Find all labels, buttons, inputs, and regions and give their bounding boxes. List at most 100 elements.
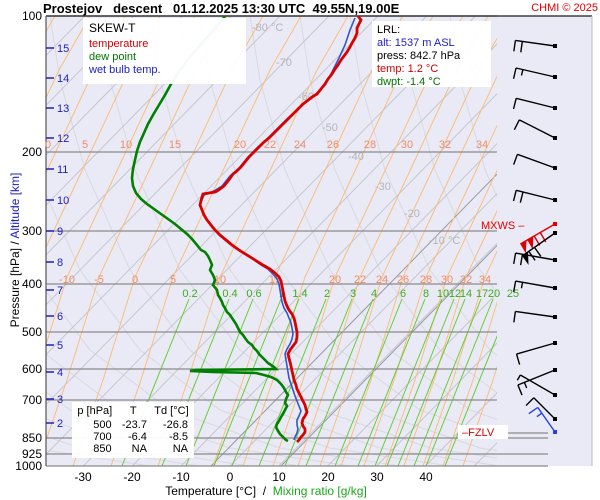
wind-barb [512,67,557,79]
mixing-ratio-label: 0.4 [222,288,237,300]
wind-barb [512,153,557,170]
temperature-tick-label: -30 [74,470,92,484]
x-axis-title-temperature: Temperature [°C] [165,484,257,498]
altitude-tick-label: 8 [57,257,63,269]
mixing-ratio-label: 12 [449,288,461,300]
wind-barb [513,39,557,53]
altitude-tick-label: 6 [57,311,63,323]
mixing-ratio-label: 20 [488,288,500,300]
legend-heading: SKEW-T [89,21,136,35]
adiabat-label-200hpa: 26 [327,139,339,151]
wind-barb [513,119,557,140]
pressure-tick-label: 850 [22,431,42,445]
adiabat-label-200hpa: 22 [264,139,276,151]
table-header-pressure: p [hPa] [77,405,113,417]
x-axis-title-mixing-ratio: Mixing ratio [g/kg] [272,484,367,498]
cell-td-700: -8.5 [169,431,188,443]
y-axis-title-pressure: Pressure [hPa] [8,248,22,328]
legend-box: SKEW-T temperature dew point wet bulb te… [83,18,246,84]
table-row: 500 -23.7 -26.8 [74,419,192,431]
adiabat-label-400hpa: 22 [354,274,366,286]
adiabat-label-400hpa: 28 [420,274,432,286]
wind-barb [512,189,557,203]
pressure-tick-label: 925 [22,447,42,461]
wind-barb [513,280,557,293]
mixing-ratio-label: 1 [279,288,285,300]
adiabat-label-400hpa: 30 [441,274,453,286]
pressure-tick-label: 1000 [15,459,42,473]
wind-barb [525,397,557,421]
temperature-tick-label: 20 [321,470,335,484]
table-row: 850 NA NA [74,443,192,455]
altitude-tick-label: 3 [57,394,63,406]
adiabat-label-400hpa: 0 [132,274,138,286]
adiabat-label-400hpa: 24 [376,274,388,286]
mixing-ratio-label: 2 [324,288,330,300]
lrl-temperature: temp: 1.2 °C [377,63,439,75]
isotherm-label: -40 [348,151,364,163]
temperature-tick-label: -10 [172,470,190,484]
altitude-tick-label: 14 [57,73,69,85]
altitude-tick-label: 15 [57,43,69,55]
pressure-tick-label: 600 [22,362,42,376]
isotherm-label: -80 °C [252,22,283,34]
altitude-tick-label: 7 [57,285,63,297]
adiabat-label-200hpa: 15 [169,139,181,151]
adiabat-label-400hpa: 26 [397,274,409,286]
cell-t-500: -23.7 [121,419,147,431]
adiabat-label-400hpa: 20 [329,274,341,286]
table-header-temp: T [129,405,137,417]
cell-td-850: NA [172,443,188,455]
fzlv-marker-label: –FZLV [462,427,495,439]
lrl-dewpoint: dwpt: -1.4 °C [377,76,441,88]
adiabat-label-400hpa: 34 [479,274,491,286]
mixing-ratio-label: 14 [460,288,472,300]
table-header-dewpoint: Td [°C] [154,405,189,417]
cell-td-500: -26.8 [162,419,188,431]
lrl-info-box: LRL: alt: 1537 m ASL press: 842.7 hPa te… [372,21,491,88]
mixing-ratio-label: 0.6 [246,288,261,300]
mixing-ratio-label: 6 [400,288,406,300]
temperature-tick-label: 10 [272,470,286,484]
table-row: 700 -6.4 -8.5 [74,431,192,443]
adiabat-label-200hpa: 5 [82,139,88,151]
temperature-curve [198,16,363,443]
altitude-tick-label: 2 [57,418,63,430]
pressure-tick-label: 300 [22,224,42,238]
wind-barb [515,341,557,365]
altitude-tick-label: 11 [57,164,68,176]
wind-barb [528,406,557,434]
isotherm-label: -30 [375,181,391,193]
level-data-table: p [hPa] T Td [°C] 500 -23.7 -26.8 700 -6… [72,402,194,458]
mixing-ratio-label: 10 [437,288,449,300]
altitude-tick-label: 5 [57,340,63,352]
wind-barb [513,252,557,266]
mixing-ratio-label: 25 [507,288,519,300]
altitude-tick-label: 4 [57,367,63,379]
adiabat-label-200hpa: 28 [364,139,376,151]
adiabat-label-200hpa: 20 [234,139,246,151]
mixing-ratio-label: 0.2 [182,288,197,300]
lrl-pressure: press: 842.7 hPa [377,50,461,62]
adiabat-label-400hpa: 32 [460,274,472,286]
isotherm-label: -70 [276,57,292,69]
page-title: Prostejov descent 01.12.2025 13:30 UTC 4… [43,1,400,16]
adiabat-label-200hpa: 30 [401,139,413,151]
dew-point-curve [130,16,290,443]
cell-t-850: NA [131,443,147,455]
wind-barb [516,374,557,397]
mixing-ratio-label: 17 [476,288,488,300]
cell-t-700: -6.4 [127,431,147,443]
lrl-heading: LRL: [377,24,401,36]
pressure-tick-label: 500 [22,325,42,339]
adiabat-label-400hpa: 10 [214,274,226,286]
y-axis-title-altitude: Altitude [km] [8,172,22,239]
wind-barb [517,368,557,396]
legend-item-wet-bulb: wet bulb temp. [89,64,161,76]
pressure-tick-label: 700 [22,393,42,407]
altitude-tick-label: 9 [57,226,63,238]
y-axis-title: Pressure [hPa] / Altitude [km] [8,164,22,336]
mixing-ratio-label: 8 [423,288,429,300]
legend-item-temperature: temperature [89,38,149,50]
